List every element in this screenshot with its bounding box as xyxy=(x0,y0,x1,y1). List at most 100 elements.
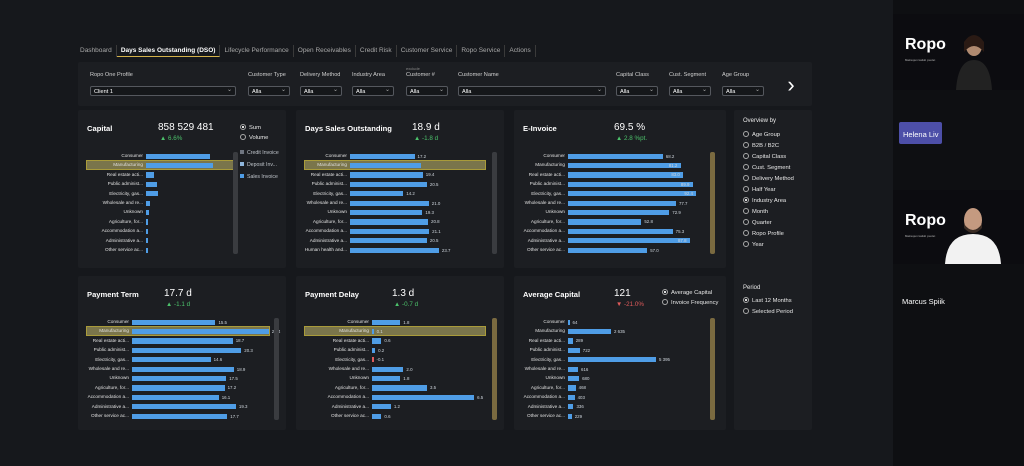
einvoice-bar[interactable] xyxy=(568,181,693,188)
customer-no-select[interactable]: Alla xyxy=(406,86,448,96)
capital-bar[interactable] xyxy=(146,200,151,206)
capital-bar[interactable] xyxy=(146,191,158,197)
tab-open-receivables[interactable]: Open Receivables xyxy=(294,45,356,57)
capital-toggle-sum[interactable]: Sum xyxy=(240,124,261,131)
payment-delay-bar[interactable] xyxy=(372,338,382,344)
capital-bar[interactable] xyxy=(146,219,149,225)
average-capital-bar[interactable] xyxy=(568,385,576,391)
dso-bar[interactable] xyxy=(350,219,428,225)
dso-bar[interactable] xyxy=(350,153,415,159)
einvoice-bar[interactable] xyxy=(568,200,676,206)
capital-legend-item[interactable]: Sales Invoice xyxy=(240,174,278,180)
einvoice-bar[interactable] xyxy=(568,191,697,197)
customer-type-select[interactable]: Alla xyxy=(248,86,290,96)
payment-term-scrollbar[interactable] xyxy=(274,318,279,420)
capital-bar[interactable] xyxy=(146,238,149,244)
payment-term-bar[interactable] xyxy=(132,375,227,382)
customer-name-select[interactable]: Alla xyxy=(458,86,606,96)
einvoice-bar[interactable] xyxy=(568,247,648,253)
payment-term-bar[interactable] xyxy=(132,413,228,419)
radio-icon[interactable] xyxy=(743,308,749,314)
payment-term-bar[interactable] xyxy=(132,347,242,354)
payment-term-bar[interactable] xyxy=(132,338,233,344)
dso-bar[interactable] xyxy=(350,238,427,244)
overview-option-delivery-method[interactable]: Delivery Method xyxy=(743,175,794,182)
capital-legend-item[interactable]: Credit Invoice xyxy=(240,150,279,156)
dso-bar[interactable] xyxy=(350,247,439,253)
radio-icon[interactable] xyxy=(743,142,749,148)
capital-bar[interactable] xyxy=(146,228,148,235)
payment-delay-bar[interactable] xyxy=(372,357,374,363)
overview-option-age-group[interactable]: Age Group xyxy=(743,131,780,138)
radio-icon[interactable] xyxy=(743,131,749,137)
overview-option-month[interactable]: Month xyxy=(743,208,768,215)
payment-delay-bar[interactable] xyxy=(372,394,475,401)
tab-lifecycle-performance[interactable]: Lifecycle Performance xyxy=(220,45,294,57)
overview-option-cust-segment[interactable]: Cust. Segment xyxy=(743,164,790,171)
tab-actions[interactable]: Actions xyxy=(505,45,536,57)
radio-icon[interactable] xyxy=(743,153,749,159)
einvoice-bar[interactable] xyxy=(568,209,670,216)
capital-class-select[interactable]: Alla xyxy=(616,86,658,96)
overview-option-half-year[interactable]: Half Year xyxy=(743,186,776,193)
tab-dashboard[interactable]: Dashboard xyxy=(76,45,117,57)
industry-area-select[interactable]: Alla xyxy=(352,86,394,96)
dso-bar[interactable] xyxy=(350,181,427,188)
tab-credit-risk[interactable]: Credit Risk xyxy=(356,45,397,57)
capital-legend-item[interactable]: Deposit Inv... xyxy=(240,162,277,168)
radio-icon[interactable] xyxy=(743,175,749,181)
average-capital-scrollbar[interactable] xyxy=(710,318,715,420)
einvoice-scrollbar[interactable] xyxy=(710,152,715,254)
dso-scrollbar[interactable] xyxy=(492,152,497,254)
average-capital-bar[interactable] xyxy=(568,375,580,382)
payment-delay-bar[interactable] xyxy=(372,366,404,372)
payment-term-bar[interactable] xyxy=(132,366,234,372)
radio-icon[interactable] xyxy=(743,186,749,192)
einvoice-bar[interactable] xyxy=(568,153,663,159)
average-capital-bar[interactable] xyxy=(568,347,580,354)
einvoice-bar[interactable] xyxy=(568,172,684,178)
overview-option-b2b-b2c[interactable]: B2B / B2C xyxy=(743,142,779,149)
radio-icon[interactable] xyxy=(743,241,749,247)
einvoice-bar[interactable] xyxy=(568,228,673,235)
payment-term-bar[interactable] xyxy=(132,319,216,325)
next-filters-arrow-icon[interactable]: › xyxy=(787,72,795,97)
dso-bar[interactable] xyxy=(350,228,430,235)
radio-icon[interactable] xyxy=(662,289,668,295)
payment-term-bar[interactable] xyxy=(132,328,269,335)
payment-delay-bar[interactable] xyxy=(372,319,401,325)
dso-bar[interactable] xyxy=(350,162,422,169)
period-option-last-12-months[interactable]: Last 12 Months xyxy=(743,297,792,304)
average-capital-bar[interactable] xyxy=(568,413,572,419)
age-group-select[interactable]: Alla xyxy=(722,86,764,96)
einvoice-bar[interactable] xyxy=(568,162,681,169)
average-capital-bar[interactable] xyxy=(568,404,574,410)
dso-bar[interactable] xyxy=(350,200,429,206)
payment-delay-bar[interactable] xyxy=(372,385,427,391)
overview-option-industry-area[interactable]: Industry Area xyxy=(743,197,786,204)
tab-customer-service[interactable]: Customer Service xyxy=(397,45,458,57)
capital-bar[interactable] xyxy=(146,172,155,178)
average-capital-bar[interactable] xyxy=(568,394,575,401)
capital-toggle-volume[interactable]: Volume xyxy=(240,134,268,141)
payment-term-bar[interactable] xyxy=(132,385,225,391)
capital-bar[interactable] xyxy=(146,162,213,169)
payment-delay-bar[interactable] xyxy=(372,413,382,419)
capital-bar[interactable] xyxy=(146,209,149,216)
radio-icon[interactable] xyxy=(662,299,668,305)
payment-delay-bar[interactable] xyxy=(372,328,374,335)
tab-days-sales-outstanding-dso-[interactable]: Days Sales Outstanding (DSO) xyxy=(116,45,221,57)
overview-option-ropo-profile[interactable]: Ropo Profile xyxy=(743,230,784,237)
tab-ropo-service[interactable]: Ropo Service xyxy=(457,45,506,57)
radio-icon[interactable] xyxy=(240,124,246,130)
payment-term-bar[interactable] xyxy=(132,357,211,363)
dso-bar[interactable] xyxy=(350,191,404,197)
average-capital-bar[interactable] xyxy=(568,366,579,372)
radio-icon[interactable] xyxy=(743,164,749,170)
payment-delay-bar[interactable] xyxy=(372,347,376,354)
radio-icon[interactable] xyxy=(743,219,749,225)
average-capital-bar[interactable] xyxy=(568,357,656,363)
capital-bar[interactable] xyxy=(146,247,149,253)
payment-term-bar[interactable] xyxy=(132,394,219,401)
delivery-method-select[interactable]: Alla xyxy=(300,86,342,96)
